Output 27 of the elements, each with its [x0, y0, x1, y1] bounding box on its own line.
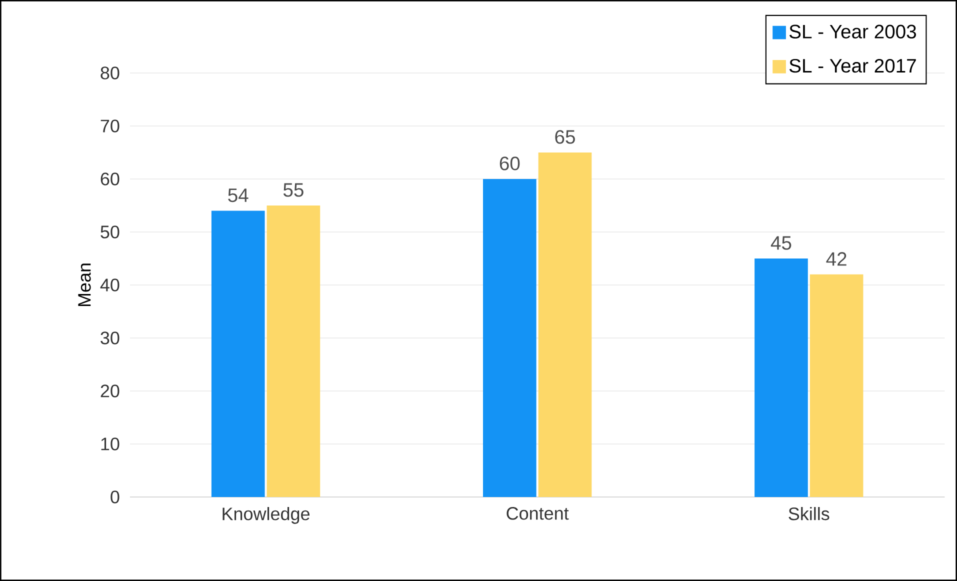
bar — [810, 274, 864, 497]
legend-label: SL - Year 2017 — [789, 58, 916, 73]
data-label: 45 — [770, 236, 792, 250]
x-tick-label: Knowledge — [222, 507, 310, 524]
x-tick-label: Content — [506, 507, 569, 520]
bar — [483, 179, 536, 497]
y-tick-label: 10 — [101, 438, 120, 450]
y-tick-label: 60 — [100, 172, 120, 186]
bar — [754, 258, 808, 497]
y-tick-label: 30 — [100, 332, 120, 344]
y-tick-label: 0 — [110, 490, 120, 504]
bar — [538, 152, 592, 497]
data-label: 54 — [228, 188, 248, 202]
legend-label: SL - Year 2003 — [789, 24, 916, 38]
y-tick-label: 20 — [100, 384, 120, 398]
data-label: 60 — [500, 156, 520, 170]
y-tick-label: 50 — [100, 226, 120, 238]
y-tick-label: 40 — [100, 278, 120, 292]
data-label: 55 — [283, 183, 304, 197]
data-label: 65 — [555, 130, 575, 144]
bar — [211, 210, 265, 497]
y-tick-label: 80 — [100, 66, 120, 80]
x-tick-label: Skills — [788, 507, 830, 520]
data-label: 42 — [826, 252, 846, 266]
y-axis-title: Mean — [78, 264, 91, 306]
bar — [266, 205, 320, 497]
y-tick-label: 70 — [100, 120, 120, 132]
